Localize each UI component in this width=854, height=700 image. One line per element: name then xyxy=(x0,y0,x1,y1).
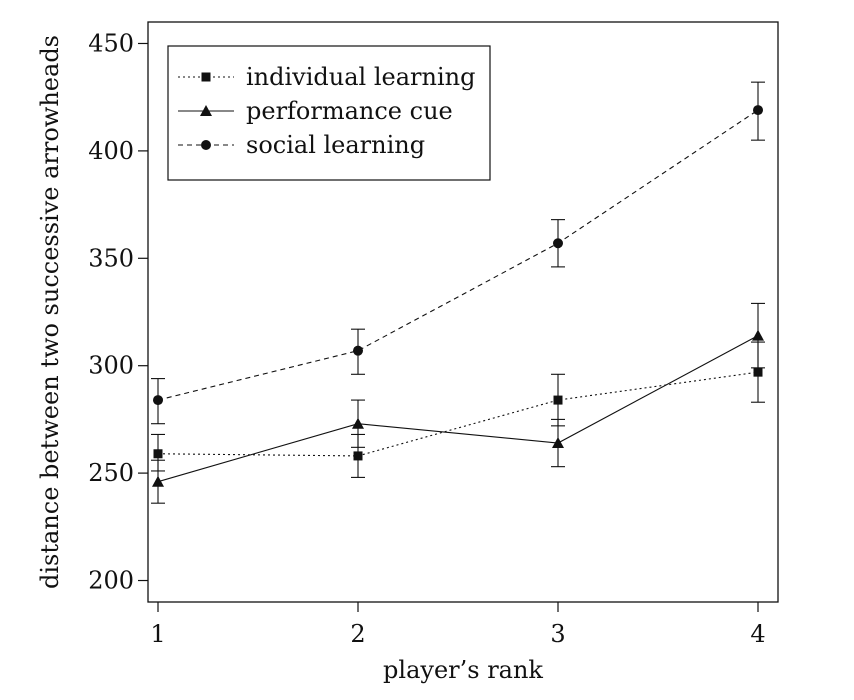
y-tick-label: 200 xyxy=(88,567,134,595)
y-tick-label: 250 xyxy=(88,459,134,487)
y-tick-label: 400 xyxy=(88,137,134,165)
x-axis-ticks: 1 2 3 4 xyxy=(150,602,766,648)
series-line xyxy=(157,109,759,401)
legend-label: individual learning xyxy=(246,63,475,91)
series-social-learning xyxy=(151,81,765,425)
y-axis-title: distance between two successive arrowhea… xyxy=(36,35,64,589)
x-axis-title: player’s rank xyxy=(383,656,543,684)
legend-marker xyxy=(201,72,211,82)
legend-label: performance cue xyxy=(246,97,453,125)
data-point xyxy=(153,449,163,459)
x-tick-label: 1 xyxy=(150,620,165,648)
legend-label: social learning xyxy=(246,131,425,159)
data-point xyxy=(553,395,563,405)
x-tick-label: 4 xyxy=(750,620,765,648)
data-point xyxy=(552,437,564,449)
data-point xyxy=(352,417,364,429)
series-layer xyxy=(151,81,765,504)
legend: individual learning performance cue social… xyxy=(167,45,491,181)
data-point xyxy=(753,367,763,377)
x-tick-label: 2 xyxy=(350,620,365,648)
plot-frame xyxy=(147,21,779,603)
series-line xyxy=(157,335,759,483)
y-tick-label: 300 xyxy=(88,352,134,380)
y-axis-ticks: 200 250 300 350 400 450 xyxy=(88,29,148,595)
legend-box xyxy=(167,45,491,181)
data-point xyxy=(152,475,164,487)
data-point xyxy=(753,105,763,116)
series-line xyxy=(157,371,759,457)
data-point xyxy=(353,345,363,356)
data-point xyxy=(353,451,363,461)
data-point xyxy=(553,238,563,249)
legend-marker xyxy=(201,140,211,150)
series-performance-cue xyxy=(151,302,765,504)
legend-marker xyxy=(200,105,212,116)
data-point xyxy=(752,329,764,341)
data-point xyxy=(153,395,163,406)
y-tick-label: 350 xyxy=(88,244,134,272)
x-tick-label: 3 xyxy=(550,620,565,648)
y-tick-label: 450 xyxy=(88,29,134,57)
